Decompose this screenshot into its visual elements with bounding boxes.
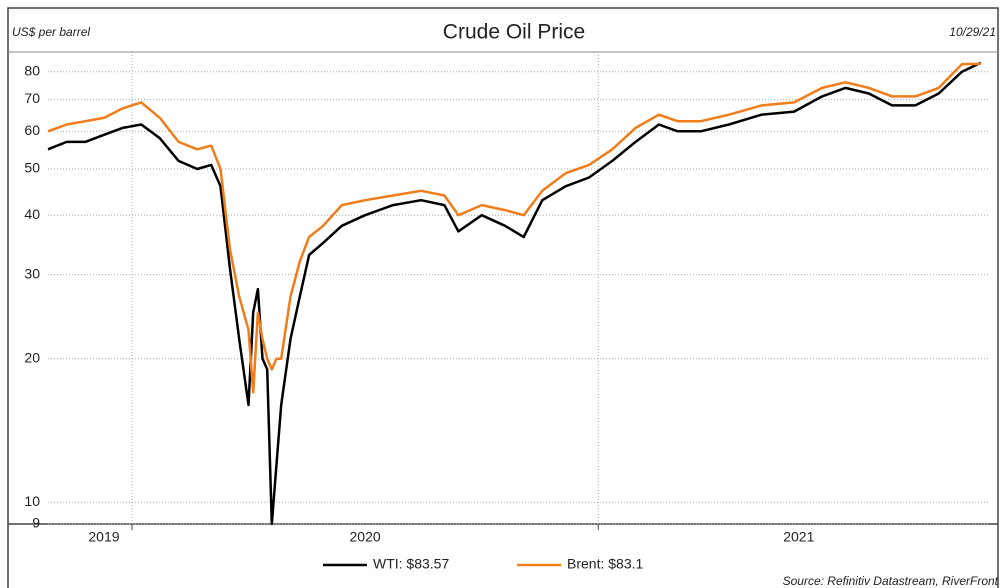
y-tick-label: 70 (24, 90, 40, 106)
y-tick-label: 30 (24, 265, 40, 281)
legend-label: WTI: $83.57 (373, 556, 449, 572)
y-tick-label: 80 (24, 62, 40, 78)
y-tick-label: 60 (24, 122, 40, 138)
source: Source: Refinitiv Datastream, RiverFront (783, 574, 999, 588)
y-tick-label: 40 (24, 206, 40, 222)
line-series (47, 62, 981, 394)
line-series (47, 61, 982, 526)
x-tick-label: 2020 (350, 529, 381, 545)
y-tick-label: 20 (24, 349, 40, 365)
frame (7, 7, 999, 588)
y-tick-label: 10 (24, 493, 40, 509)
y-tick-label: 50 (24, 160, 40, 176)
x-tick-label: 2019 (88, 529, 119, 545)
date-label: 10/29/21 (949, 25, 996, 39)
y-tick-label: 9 (32, 515, 40, 531)
legend-label: Brent: $83.1 (567, 556, 643, 572)
y-axis-label: US$ per barrel (12, 25, 90, 39)
x-tick-label: 2021 (783, 529, 814, 545)
chart-title: Crude Oil Price (443, 21, 585, 44)
